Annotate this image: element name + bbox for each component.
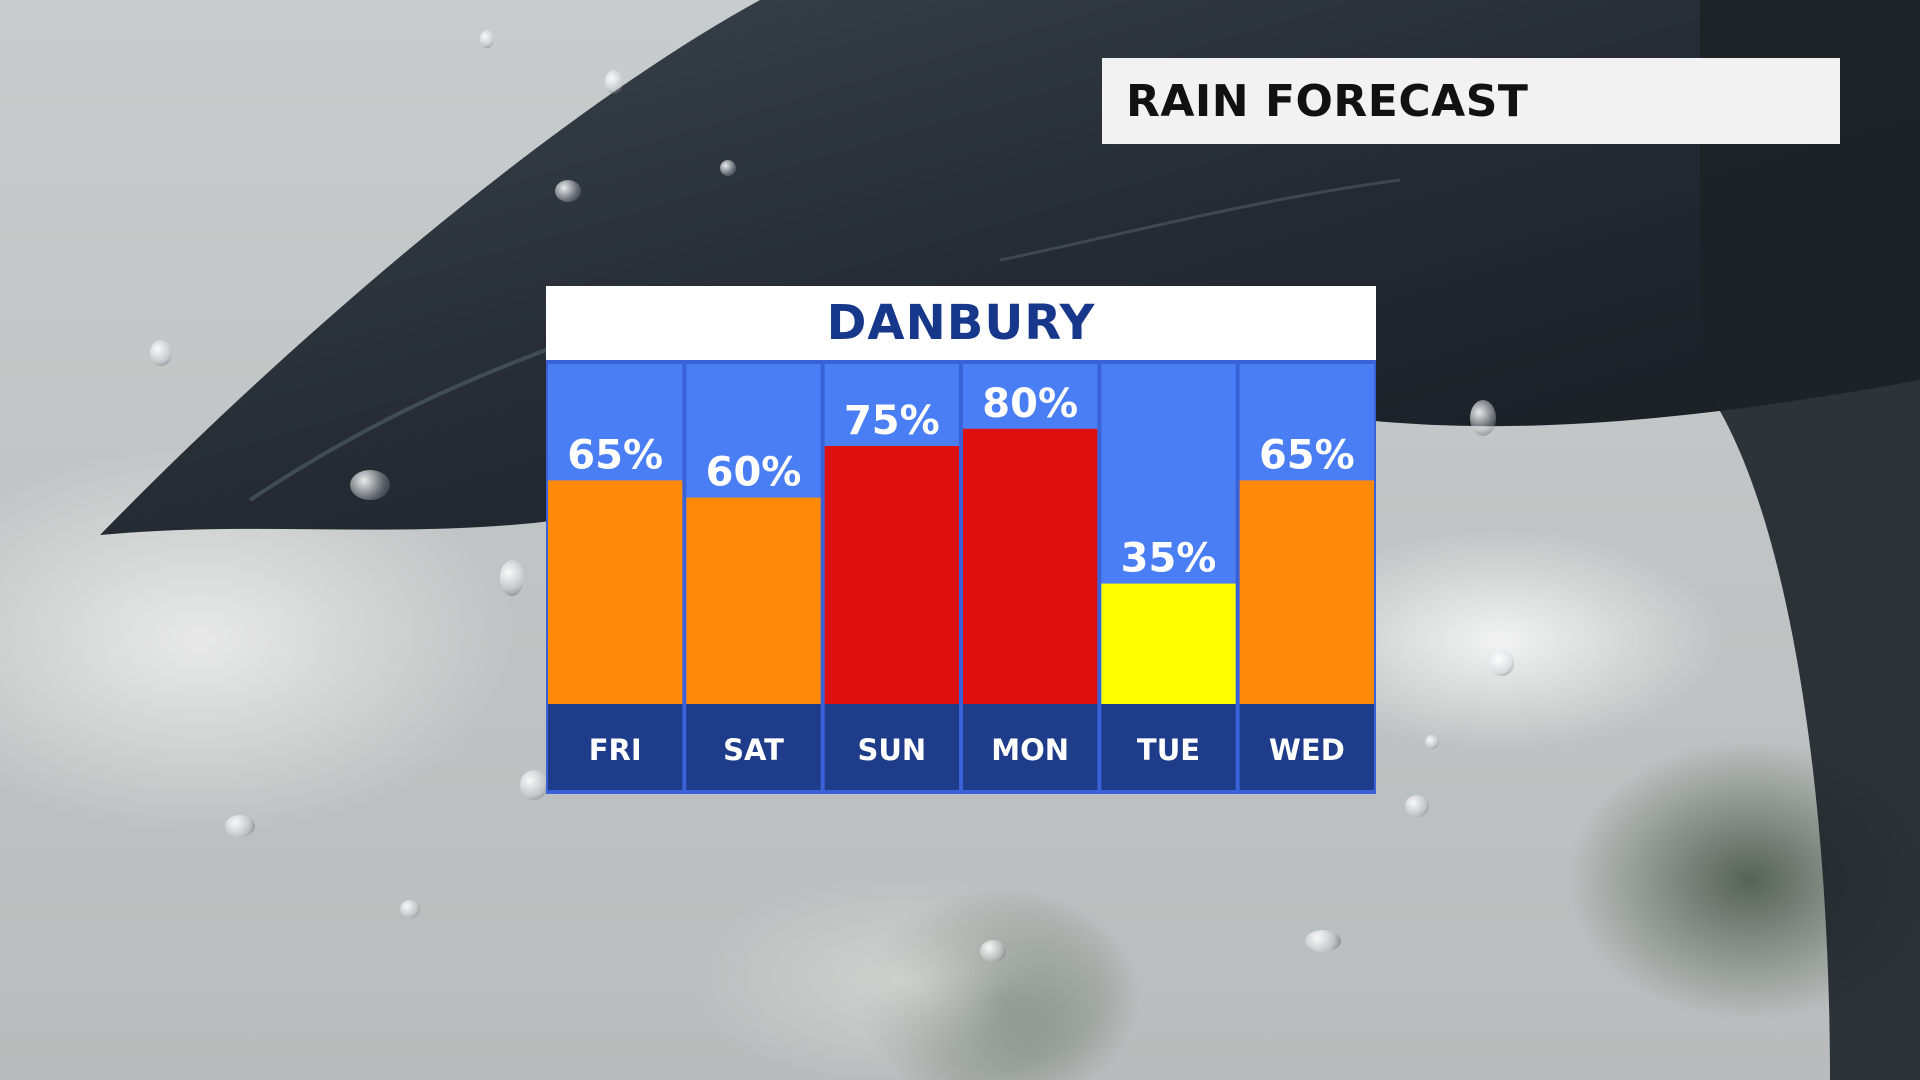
day-label-wed: WED: [1269, 733, 1345, 767]
day-label-band: [1101, 704, 1236, 790]
value-label-mon: 80%: [982, 381, 1078, 427]
day-label-band: [686, 704, 821, 790]
rain-forecast-panel: DANBURY 65% FRI 60% SAT 75% SUN 80% MON 35% TUE 65…: [546, 286, 1376, 794]
location-header: DANBURY: [546, 286, 1376, 360]
raindrop: [480, 30, 494, 48]
raindrop: [350, 470, 390, 500]
day-label-sun: SUN: [857, 733, 926, 767]
raindrop: [555, 180, 581, 202]
value-label-fri: 65%: [567, 432, 663, 478]
raindrop: [605, 70, 623, 94]
day-label-sat: SAT: [723, 733, 784, 767]
value-label-tue: 35%: [1121, 536, 1217, 582]
raindrop: [1405, 795, 1429, 817]
raindrop: [150, 340, 172, 366]
bar-mon: [963, 428, 1098, 704]
value-label-sat: 60%: [706, 450, 802, 496]
raindrop: [500, 560, 524, 596]
bar-tue: [1101, 583, 1236, 704]
location-name: DANBURY: [826, 295, 1096, 351]
bar-sun: [824, 446, 959, 704]
rain-chance-chart: 65% FRI 60% SAT 75% SUN 80% MON 35% TUE 65% WED: [546, 360, 1376, 794]
day-label-mon: MON: [991, 733, 1069, 767]
page-title: RAIN FORECAST: [1126, 75, 1529, 127]
day-label-band: [963, 704, 1098, 790]
raindrop: [1470, 400, 1496, 436]
day-label-band: [824, 704, 959, 790]
raindrop: [1490, 650, 1514, 676]
value-label-sun: 75%: [844, 398, 940, 444]
day-label-fri: FRI: [589, 733, 642, 767]
raindrop: [225, 815, 255, 837]
bar-fri: [548, 480, 683, 704]
raindrop: [720, 160, 736, 176]
chart-frame: [546, 360, 1376, 794]
bar-sat: [686, 497, 821, 704]
day-label-tue: TUE: [1137, 733, 1200, 767]
raindrop: [1305, 930, 1341, 952]
value-label-wed: 65%: [1259, 432, 1355, 478]
rain-forecast-title-box: RAIN FORECAST: [1102, 58, 1840, 144]
bar-wed: [1239, 480, 1374, 704]
day-label-band: [1239, 704, 1374, 790]
raindrop: [980, 940, 1006, 962]
raindrop: [400, 900, 420, 918]
raindrop: [520, 770, 548, 800]
raindrop: [1425, 735, 1439, 749]
day-label-band: [548, 704, 683, 790]
